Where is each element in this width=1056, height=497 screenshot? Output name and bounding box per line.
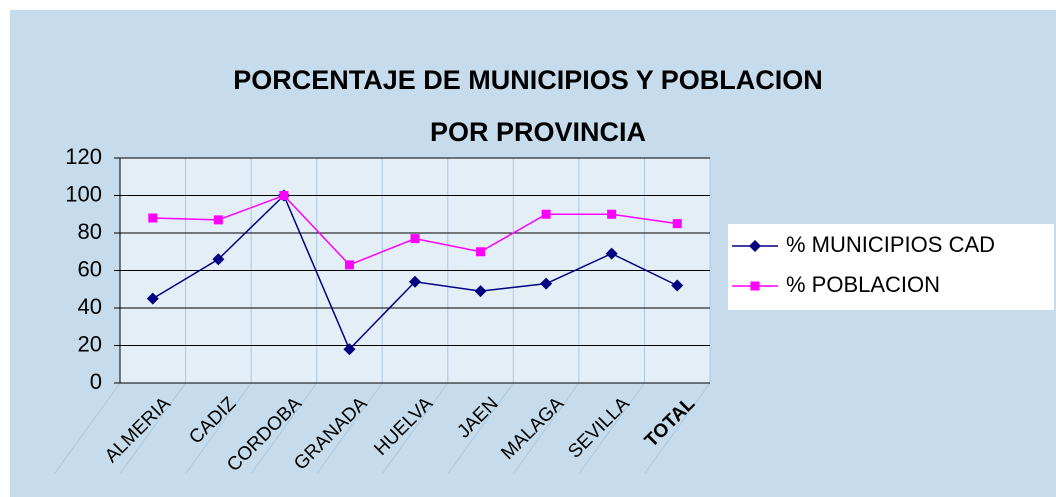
y-tick-label: 100 (65, 181, 102, 206)
marker (344, 260, 354, 270)
category-separator (120, 382, 186, 474)
y-tick-label: 120 (65, 144, 102, 169)
marker (213, 215, 223, 225)
y-tick-label: 0 (90, 369, 102, 394)
marker (671, 279, 684, 292)
marker (605, 247, 618, 260)
marker (476, 247, 486, 257)
category-separator (579, 382, 645, 474)
marker (212, 253, 225, 266)
chart-title: PORCENTAJE DE MUNICIPIOS Y POBLACION (233, 65, 823, 95)
marker (750, 281, 760, 291)
y-tick-label: 40 (78, 294, 102, 319)
chart-title: POR PROVINCIA (430, 117, 646, 147)
marker (541, 209, 551, 219)
marker (540, 277, 553, 290)
y-tick-label: 20 (78, 331, 102, 356)
marker (749, 240, 761, 252)
legend (728, 224, 1054, 310)
marker (279, 191, 289, 200)
marker (672, 219, 682, 229)
category-separator (185, 382, 252, 474)
legend-label: % MUNICIPIOS CAD (786, 232, 995, 257)
category-separator (644, 382, 711, 474)
marker (343, 343, 356, 356)
category-separator (251, 382, 318, 474)
marker (148, 213, 158, 223)
marker (146, 292, 159, 305)
legend-label: % POBLACION (786, 272, 940, 297)
category-separator (447, 382, 514, 474)
marker (607, 209, 617, 219)
category-separator (316, 382, 383, 474)
marker (410, 234, 420, 244)
category-separator (382, 382, 449, 474)
y-tick-label: 80 (78, 219, 102, 244)
y-tick-label: 60 (78, 256, 102, 281)
marker (474, 285, 487, 298)
category-separator (54, 382, 121, 474)
category-separator (513, 382, 580, 474)
marker (409, 275, 421, 288)
